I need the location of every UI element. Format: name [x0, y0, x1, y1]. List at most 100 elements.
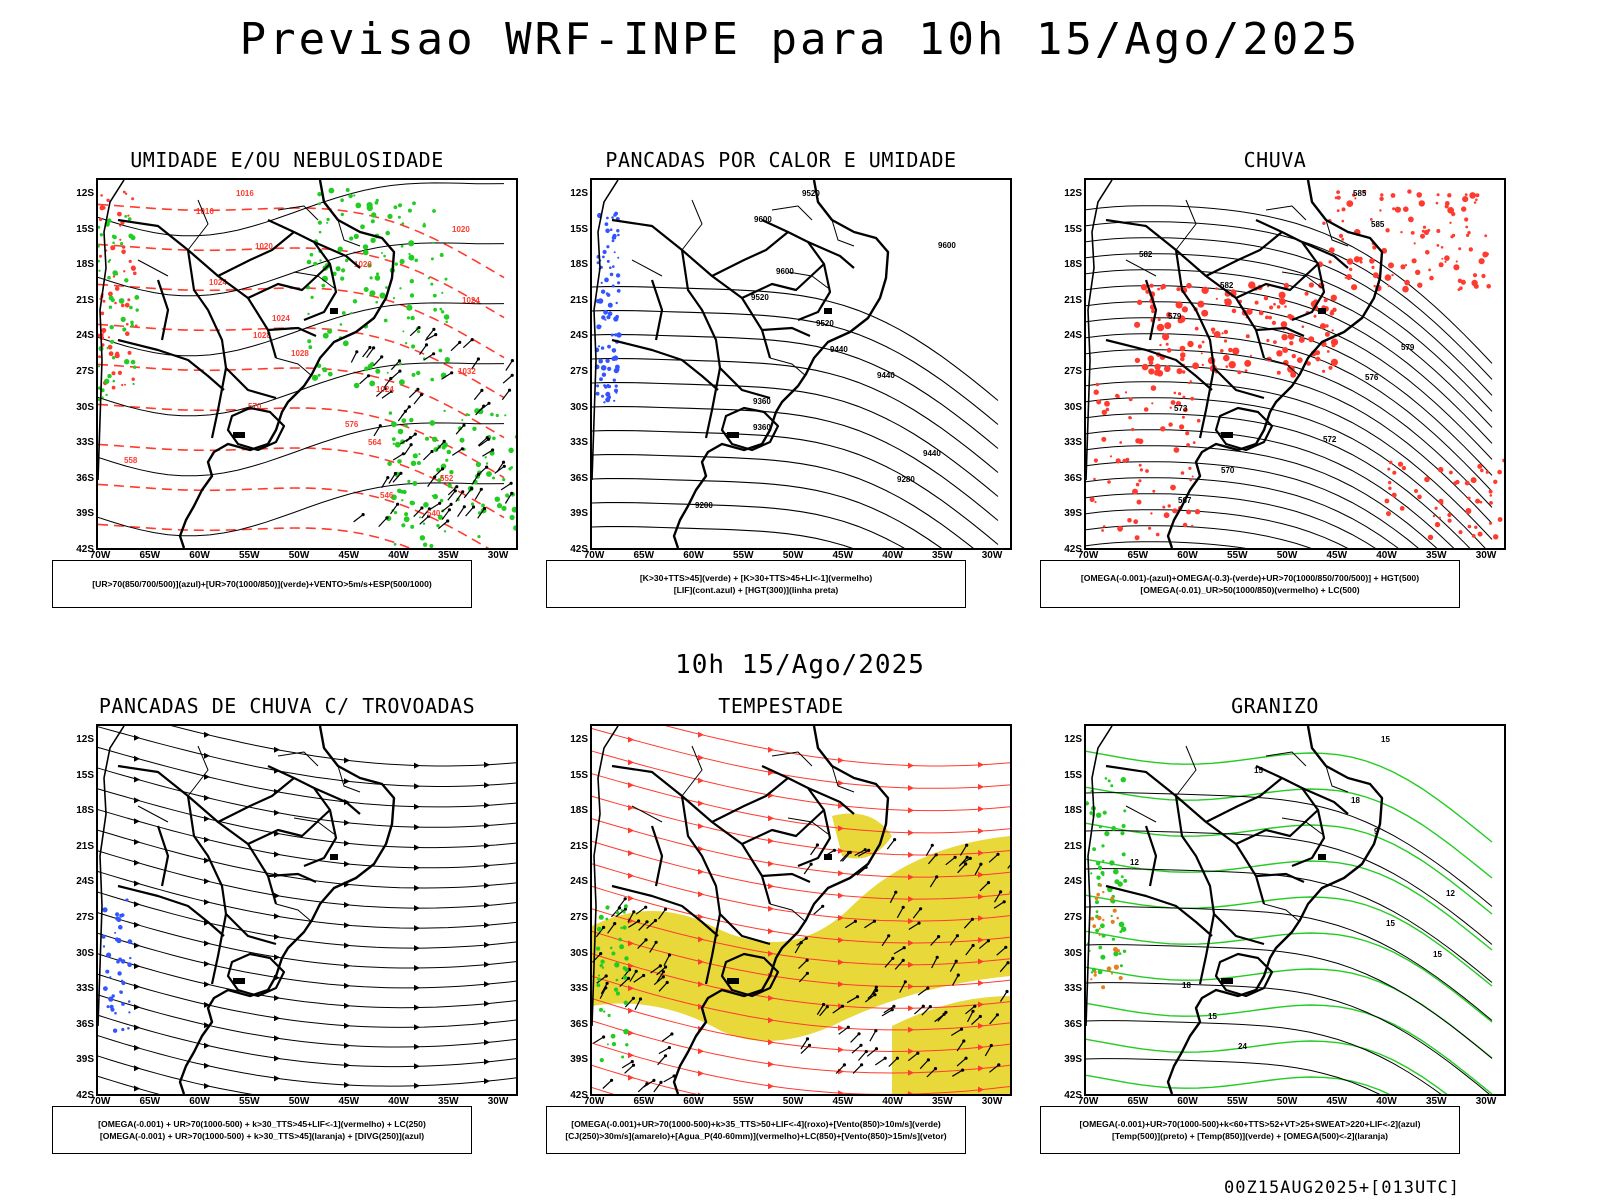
- lon-tick-label: 55W: [732, 1096, 754, 1107]
- wind-vector: [465, 506, 474, 517]
- streamline: [592, 908, 1010, 966]
- field-blob: [1150, 385, 1157, 391]
- lat-tick-label: 39S: [76, 1054, 94, 1066]
- wind-vector: [1007, 864, 1010, 869]
- field-blob: [433, 307, 437, 312]
- field-blob: [611, 1042, 617, 1047]
- wind-vector: [993, 891, 1002, 903]
- streamline-arrow: [768, 928, 774, 935]
- streamline-arrow: [204, 836, 210, 843]
- contour-label: 9280: [897, 475, 915, 484]
- hgt500-contour: [1086, 205, 1493, 364]
- country-border: [247, 809, 331, 845]
- field-blob: [1223, 329, 1229, 335]
- field-blob: [443, 530, 447, 533]
- field-blob: [612, 233, 617, 239]
- wind-vector: [422, 451, 433, 461]
- field-blob: [416, 370, 421, 376]
- field-blob: [1477, 531, 1483, 537]
- lon-tick-label: 50W: [288, 1096, 310, 1107]
- field-blob: [609, 946, 613, 950]
- wind-vector: [408, 388, 419, 399]
- lat-tick-label: 30S: [76, 947, 94, 959]
- wind-vector: [959, 844, 968, 856]
- wind-vector: [963, 918, 973, 929]
- lat-tick-label: 12S: [570, 188, 588, 199]
- field-blob: [1328, 365, 1333, 370]
- contour-label: 1024: [376, 385, 394, 394]
- field-blob: [1458, 530, 1463, 535]
- streamline-arrow: [978, 806, 984, 812]
- field-blob: [1228, 361, 1236, 369]
- state-border: [277, 205, 319, 221]
- streamline-arrow: [838, 802, 844, 809]
- wind-vector-head: [978, 1014, 982, 1019]
- field-blob: [1467, 231, 1471, 235]
- field-blob: [407, 479, 411, 483]
- field-blob: [1210, 327, 1216, 332]
- field-blob: [419, 535, 426, 541]
- state-border: [1325, 765, 1349, 793]
- field-blob: [1175, 301, 1183, 309]
- lagoon: [727, 978, 739, 984]
- field-blob: [383, 254, 386, 258]
- field-blob: [495, 413, 499, 418]
- field-blob: [1180, 352, 1186, 358]
- field-blob: [1269, 305, 1274, 310]
- field-blob: [369, 380, 376, 387]
- field-blob: [369, 276, 373, 280]
- field-blob: [128, 1011, 131, 1014]
- field-blob: [1385, 228, 1390, 233]
- field-blob: [603, 401, 606, 404]
- field-blob: [1176, 287, 1181, 292]
- wind-vector-head: [973, 1004, 977, 1008]
- country-border: [1255, 872, 1305, 884]
- field-blob: [596, 324, 602, 330]
- field-blob: [1138, 463, 1142, 467]
- streamline: [98, 932, 516, 989]
- country-border: [680, 795, 771, 946]
- field-blob: [1113, 964, 1119, 970]
- field-blob: [348, 193, 353, 199]
- field-blob: [401, 418, 407, 423]
- field-blob: [1475, 193, 1480, 198]
- field-blob: [98, 333, 101, 338]
- field-blob: [1101, 985, 1106, 990]
- field-blob: [130, 265, 136, 271]
- field-blob: [134, 324, 138, 328]
- field-blob: [1095, 861, 1101, 866]
- streamline-arrow: [628, 1052, 634, 1059]
- field-blob: [611, 284, 615, 288]
- map-svg: [98, 726, 516, 1094]
- field-blob: [1282, 347, 1289, 353]
- wind-vector: [381, 390, 393, 399]
- wind-vector-head: [442, 439, 446, 443]
- field-blob: [1435, 201, 1439, 205]
- field-blob: [614, 367, 620, 372]
- streamline-arrow: [484, 902, 490, 909]
- map-area: [96, 724, 518, 1096]
- field-blob: [623, 1000, 628, 1005]
- legend-line: [OMEGA(-0.001)-(azul)+OMEGA(-0.3)-(verde…: [1080, 573, 1420, 583]
- wind-vector: [429, 502, 441, 511]
- field-blob: [606, 259, 610, 263]
- wind-vector-head: [962, 1039, 966, 1043]
- field-blob: [1336, 190, 1340, 194]
- contour-label: 576: [345, 420, 359, 429]
- field-blob: [1190, 396, 1195, 401]
- wind-vector-head: [805, 958, 809, 962]
- field-blob: [433, 447, 439, 453]
- field-blob: [1331, 329, 1334, 332]
- country-border: [1235, 263, 1319, 299]
- wind-vector: [951, 974, 959, 986]
- contour-label: 12: [1130, 858, 1139, 867]
- map-area: 9520 9600 9600 9600 9520 9520 9440 9440 9360 9360…: [590, 178, 1012, 550]
- field-blob: [1110, 972, 1114, 975]
- field-blob: [1101, 409, 1107, 415]
- field-blob: [1237, 370, 1242, 375]
- height-contour: [592, 502, 905, 548]
- field-blob: [412, 201, 416, 206]
- field-blob: [1415, 269, 1421, 275]
- streamline-arrow: [698, 1070, 704, 1077]
- field-blob: [127, 350, 132, 355]
